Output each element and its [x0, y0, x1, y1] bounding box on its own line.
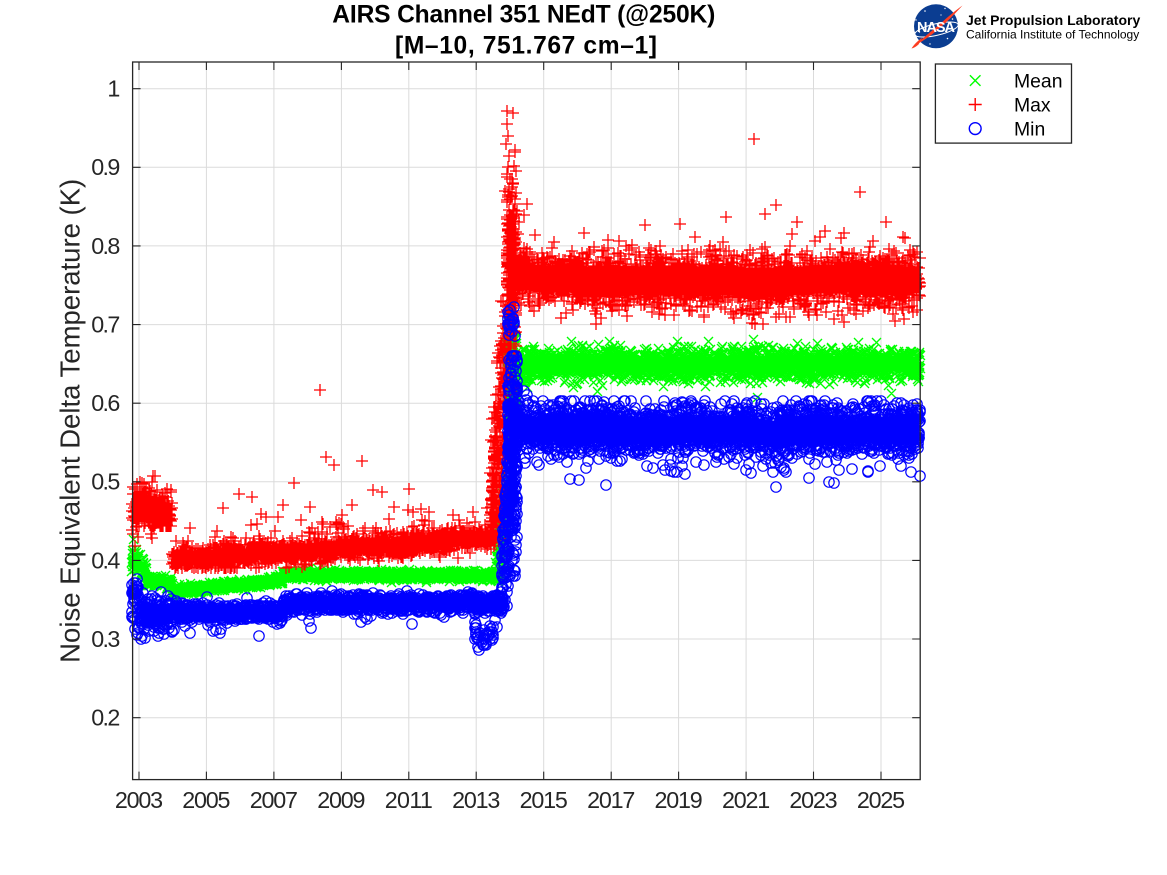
- svg-text:2021: 2021: [722, 787, 770, 813]
- svg-text:Jet Propulsion Laboratory: Jet Propulsion Laboratory: [966, 12, 1140, 28]
- svg-text:2015: 2015: [520, 787, 568, 813]
- svg-text:1: 1: [107, 76, 120, 102]
- svg-text:0.9: 0.9: [91, 154, 120, 180]
- svg-text:Max: Max: [1014, 94, 1051, 116]
- svg-text:0.6: 0.6: [91, 390, 120, 416]
- svg-text:Min: Min: [1014, 119, 1045, 141]
- svg-text:AIRS Channel 351 NEdT (@250K): AIRS Channel 351 NEdT (@250K): [332, 1, 715, 28]
- svg-text:[M–10, 751.767 cm–1]: [M–10, 751.767 cm–1]: [395, 33, 657, 60]
- svg-text:0.2: 0.2: [91, 705, 120, 731]
- svg-text:2009: 2009: [317, 787, 365, 813]
- svg-text:0.3: 0.3: [91, 626, 120, 652]
- svg-text:2019: 2019: [655, 787, 703, 813]
- svg-text:0.7: 0.7: [91, 312, 120, 338]
- svg-text:Mean: Mean: [1014, 71, 1063, 93]
- svg-text:2017: 2017: [587, 787, 635, 813]
- svg-text:2025: 2025: [857, 787, 905, 813]
- svg-text:Noise Equivalent Delta Tempera: Noise Equivalent Delta Temperature (K): [55, 179, 86, 663]
- svg-text:NASA: NASA: [917, 20, 956, 36]
- svg-text:2013: 2013: [452, 787, 500, 813]
- svg-text:2003: 2003: [115, 787, 163, 813]
- svg-text:0.8: 0.8: [91, 233, 120, 259]
- svg-text:2023: 2023: [789, 787, 837, 813]
- svg-text:2011: 2011: [385, 787, 433, 813]
- svg-text:2005: 2005: [182, 787, 230, 813]
- svg-text:0.4: 0.4: [91, 547, 120, 573]
- svg-text:2007: 2007: [250, 787, 298, 813]
- svg-text:California Institute of Techno: California Institute of Technology: [966, 28, 1139, 42]
- svg-text:0.5: 0.5: [91, 469, 120, 495]
